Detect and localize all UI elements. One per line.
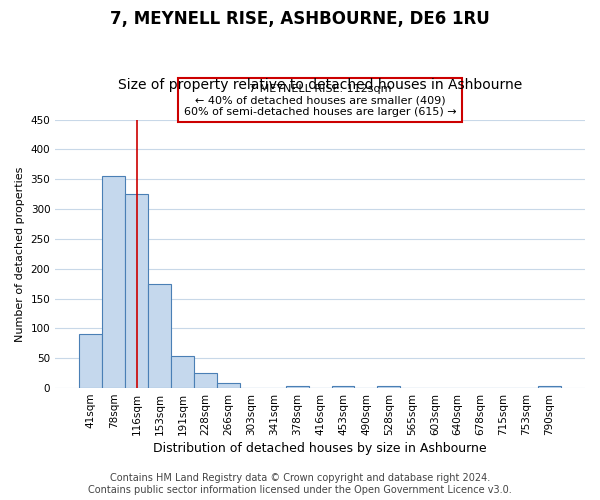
Text: Contains HM Land Registry data © Crown copyright and database right 2024.
Contai: Contains HM Land Registry data © Crown c… [88,474,512,495]
Title: Size of property relative to detached houses in Ashbourne: Size of property relative to detached ho… [118,78,522,92]
X-axis label: Distribution of detached houses by size in Ashbourne: Distribution of detached houses by size … [153,442,487,455]
Bar [171,356,194,388]
Text: 7 MEYNELL RISE: 112sqm
← 40% of detached houses are smaller (409)
60% of semi-de: 7 MEYNELL RISE: 112sqm ← 40% of detached… [184,84,457,117]
Bar [194,372,217,388]
Bar [102,176,125,388]
Bar [377,386,400,388]
Bar [332,386,355,388]
Bar [286,386,308,388]
Y-axis label: Number of detached properties: Number of detached properties [15,166,25,342]
Text: 7, MEYNELL RISE, ASHBOURNE, DE6 1RU: 7, MEYNELL RISE, ASHBOURNE, DE6 1RU [110,10,490,28]
Bar [125,194,148,388]
Bar [217,384,240,388]
Bar [148,284,171,388]
Bar [538,386,561,388]
Bar [79,334,102,388]
